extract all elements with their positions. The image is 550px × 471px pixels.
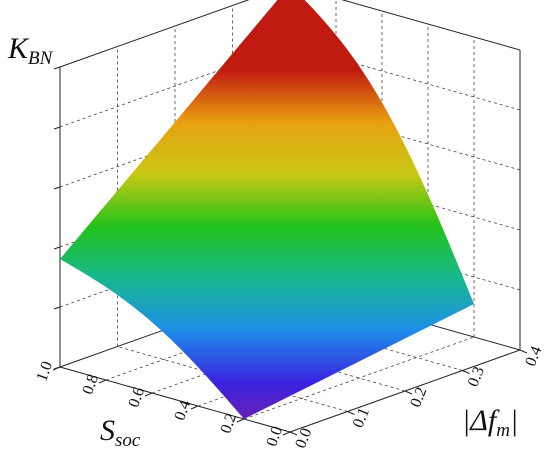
z-axis-label-main: K: [7, 32, 30, 65]
frame-edge-8: [341, 0, 521, 51]
z-axis-label-sub: BN: [28, 48, 54, 69]
frame-edge-0: [59, 366, 291, 433]
y-tick-0: [289, 431, 298, 436]
x-tick-label-0: 0.0: [263, 424, 286, 449]
x-tick-0: [282, 431, 291, 436]
z-axis-label: KBN: [7, 32, 54, 69]
x-tick-label-5: 1.0: [33, 359, 56, 384]
x-tick-label-1: 0.2: [217, 411, 240, 436]
x-tick-label-3: 0.6: [125, 385, 148, 410]
z-tick-1: [53, 306, 61, 310]
y-tick-3: [462, 370, 470, 374]
surface-layer: [60, 0, 474, 419]
y-axis-label-sub: m: [496, 420, 510, 441]
tick-labels: 0.0 0.2 0.4 0.6 0.8 1.0 0.0 0.1 0.2 0.3 0.4: [33, 344, 545, 451]
y-tick-label-4: 0.4: [522, 344, 545, 369]
x-tick-label-4: 0.8: [79, 372, 102, 397]
x-axis-label-sub: soc: [115, 430, 141, 451]
z-tick-2: [53, 246, 61, 250]
y-tick-2: [404, 390, 413, 395]
z-tick-3: [53, 186, 61, 190]
surface-patch: [60, 0, 474, 419]
x-axis-label-main: S: [100, 414, 115, 447]
z-tick-4: [53, 126, 61, 130]
floor-grid-x-1: [243, 336, 475, 420]
y-tick-label-3: 0.3: [465, 364, 488, 389]
z-tick-0: [53, 366, 61, 370]
y-axis-label-tail: |: [510, 404, 518, 437]
x-tick-4: [98, 379, 107, 384]
x-tick-label-2: 0.4: [171, 398, 194, 423]
y-axis-label: |Δfm|: [462, 404, 518, 441]
x-axis-label: Ssoc: [100, 414, 141, 451]
y-tick-label-1: 0.1: [350, 405, 373, 430]
axis-ticks: [52, 66, 528, 436]
floor-grid-y-1: [117, 346, 348, 412]
wall-grid-z-left-3: [59, 44, 291, 128]
x-tick-3: [144, 392, 153, 397]
y-tick-1: [347, 411, 355, 415]
y-tick-label-2: 0.2: [407, 385, 430, 410]
z-tick-5: [53, 66, 61, 70]
frame-edge-7: [59, 0, 250, 68]
y-tick-4: [519, 349, 528, 354]
y-tick-label-0: 0.0: [292, 426, 315, 451]
y-axis-label-main: |Δf: [462, 404, 500, 437]
x-tick-1: [236, 418, 245, 423]
x-tick-2: [190, 405, 199, 410]
